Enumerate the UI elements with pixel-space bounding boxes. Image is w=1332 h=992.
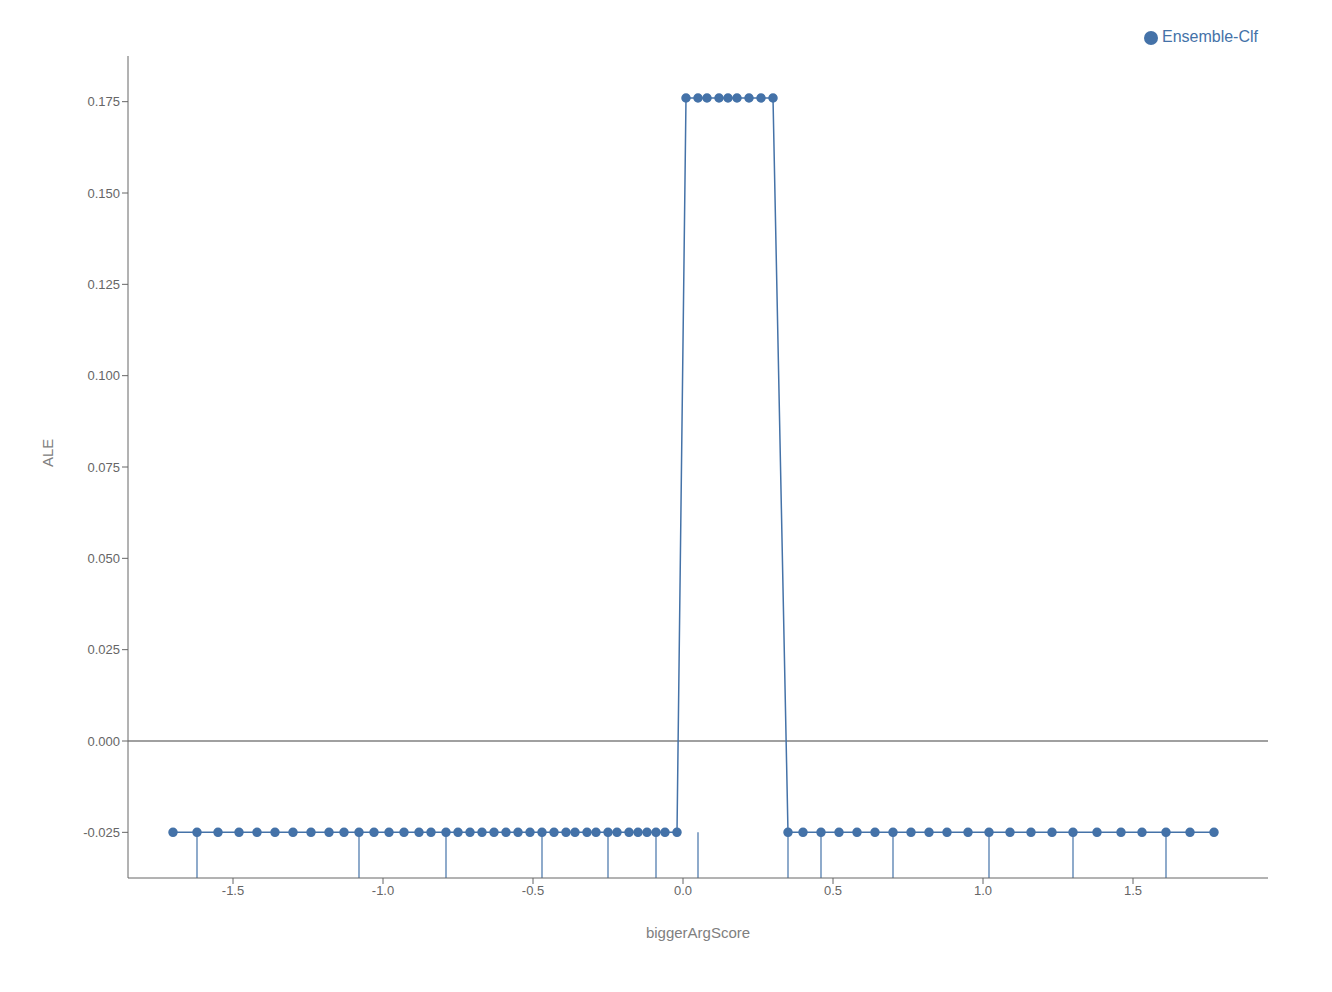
html-text:Ensemble-Clf: Ensemble-Clf xyxy=(1162,28,1258,45)
svg-text:biggerArgScore: biggerArgScore xyxy=(646,924,750,941)
svg-text:-0.025: -0.025 xyxy=(83,825,120,840)
svg-text:0.000: 0.000 xyxy=(87,734,120,749)
svg-text:0.0: 0.0 xyxy=(674,883,692,898)
svg-text:0.175: 0.175 xyxy=(87,94,120,109)
svg-text:-0.5: -0.5 xyxy=(522,883,544,898)
svg-text:0.5: 0.5 xyxy=(824,883,842,898)
svg-text:0.050: 0.050 xyxy=(87,551,120,566)
svg-text:0.125: 0.125 xyxy=(87,277,120,292)
svg-text:0.150: 0.150 xyxy=(87,186,120,201)
svg-text:0.100: 0.100 xyxy=(87,368,120,383)
svg-text:ALE: ALE xyxy=(39,439,56,467)
svg-text:1.5: 1.5 xyxy=(1124,883,1142,898)
svg-text:-1.5: -1.5 xyxy=(222,883,244,898)
svg-text:0.075: 0.075 xyxy=(87,460,120,475)
svg-text:0.025: 0.025 xyxy=(87,642,120,657)
svg-text:-1.0: -1.0 xyxy=(372,883,394,898)
svg-text:1.0: 1.0 xyxy=(974,883,992,898)
